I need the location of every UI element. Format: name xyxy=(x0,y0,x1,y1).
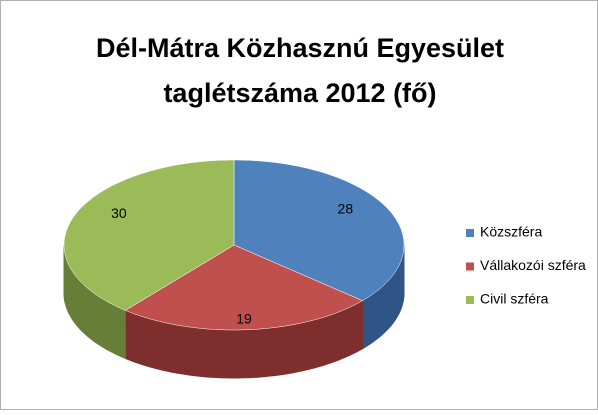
chart-title: Dél-Mátra Közhasznú Egyesület xyxy=(96,33,504,63)
data-label: 28 xyxy=(338,200,354,216)
data-label: 19 xyxy=(236,311,252,327)
legend-swatch xyxy=(466,296,474,304)
pie-slice xyxy=(63,159,235,311)
legend-label: Civil szféra xyxy=(480,291,549,307)
pie-slice xyxy=(233,159,405,301)
chart-title: taglétszáma 2012 (fő) xyxy=(163,78,436,108)
legend-label: Közszféra xyxy=(480,224,542,240)
legend-swatch xyxy=(466,229,474,237)
legend-label: Vállakozói szféra xyxy=(480,257,586,273)
data-label: 30 xyxy=(111,205,127,221)
pie-slice xyxy=(124,244,364,331)
legend-swatch xyxy=(466,262,474,271)
